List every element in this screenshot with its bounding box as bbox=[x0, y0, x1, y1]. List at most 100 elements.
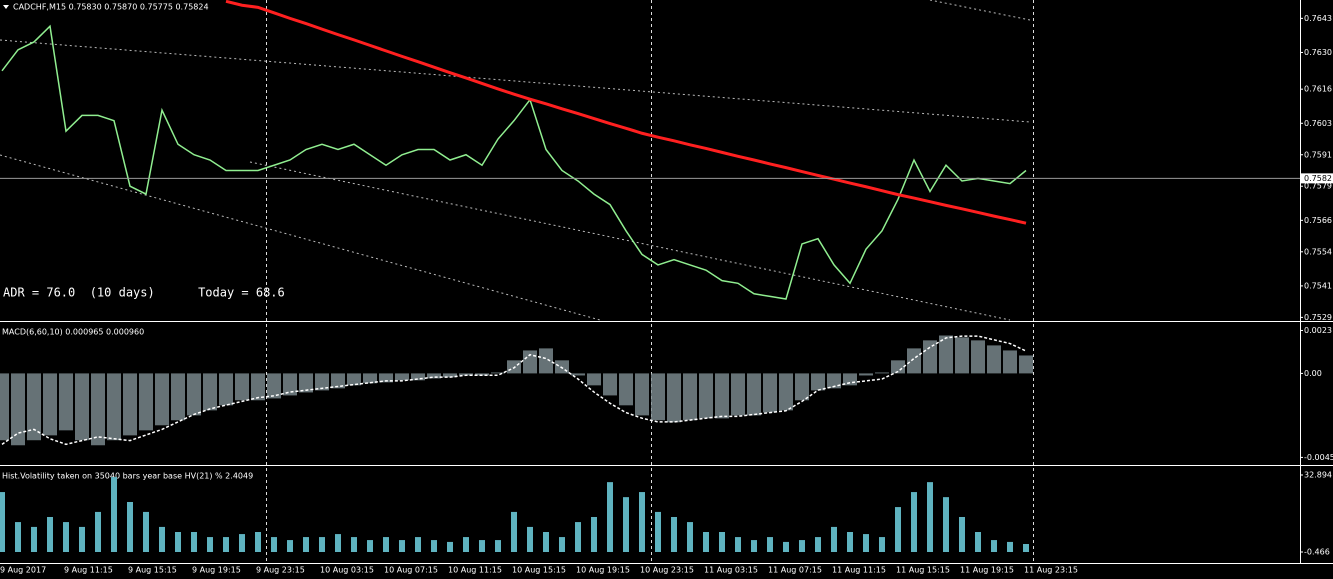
macd-bar bbox=[203, 373, 217, 411]
macd-bar bbox=[795, 373, 809, 401]
volatility-bar bbox=[975, 531, 981, 552]
macd-bar bbox=[635, 373, 649, 416]
macd-bar bbox=[11, 373, 25, 446]
x-tick-label: 11 Aug 19:15 bbox=[960, 566, 1014, 575]
macd-bar bbox=[283, 373, 297, 396]
macd-bar bbox=[491, 372, 505, 374]
volatility-bar bbox=[559, 537, 565, 552]
macd-bar bbox=[235, 373, 249, 401]
macd-bar bbox=[827, 373, 841, 389]
volatility-bar bbox=[415, 537, 421, 552]
macd-bar bbox=[923, 340, 937, 374]
volatility-bar bbox=[495, 540, 501, 552]
volatility-bar bbox=[639, 492, 645, 552]
macd-bar bbox=[475, 373, 489, 376]
y-tick-label: 0.7591 bbox=[1304, 150, 1332, 159]
volatility-bar bbox=[591, 516, 597, 552]
channel-line bbox=[0, 39, 1031, 123]
x-tick-label: 11 Aug 03:15 bbox=[704, 566, 758, 575]
volatility-bar bbox=[527, 526, 533, 552]
macd-bar bbox=[731, 373, 745, 416]
volatility-bar bbox=[223, 537, 229, 552]
macd-bar bbox=[779, 373, 793, 411]
y-tick-label: 0.7643 bbox=[1304, 14, 1332, 23]
volatility-bar bbox=[815, 537, 821, 552]
macd-bar bbox=[603, 373, 617, 396]
macd-bar bbox=[27, 373, 41, 441]
volatility-bar bbox=[175, 531, 181, 552]
macd-bar bbox=[251, 373, 265, 401]
x-tick-label: 11 Aug 15:15 bbox=[896, 566, 950, 575]
macd-bar bbox=[971, 340, 985, 374]
y-tick-label: 0.00 bbox=[1304, 369, 1322, 378]
volatility-bar bbox=[367, 540, 373, 552]
macd-bar bbox=[155, 373, 169, 426]
volatility-bar bbox=[943, 497, 949, 552]
volatility-bar bbox=[959, 516, 965, 552]
volatility-bar bbox=[911, 492, 917, 552]
volatility-bar bbox=[719, 531, 725, 552]
channel-line bbox=[0, 154, 601, 321]
macd-bar bbox=[379, 373, 393, 383]
volatility-bar bbox=[703, 531, 709, 552]
macd-bar bbox=[651, 373, 665, 421]
macd-bar bbox=[1019, 355, 1033, 374]
channel-line bbox=[929, 0, 1031, 21]
macd-bar bbox=[171, 373, 185, 421]
x-tick-label: 11 Aug 07:15 bbox=[768, 566, 822, 575]
macd-bar bbox=[699, 373, 713, 419]
channel bbox=[0, 0, 1031, 321]
macd-bar bbox=[139, 373, 153, 431]
volatility-bar bbox=[79, 526, 85, 552]
volatility-bar bbox=[95, 511, 101, 552]
x-tick-label: 10 Aug 19:15 bbox=[576, 566, 630, 575]
macd-bar bbox=[187, 373, 201, 416]
macd-bar bbox=[91, 373, 105, 446]
x-tick-label: 9 Aug 23:15 bbox=[256, 566, 305, 575]
volatility-bar bbox=[399, 540, 405, 552]
macd-bar bbox=[939, 335, 953, 374]
macd-bar bbox=[955, 337, 969, 374]
y-tick-label: -0.0045 bbox=[1304, 453, 1333, 462]
volatility-bar bbox=[255, 531, 261, 552]
volatility-bar bbox=[847, 531, 853, 552]
x-tick-label: 9 Aug 11:15 bbox=[64, 566, 113, 575]
y-tick-label: 0.0023 bbox=[1304, 326, 1332, 335]
macd-bar bbox=[267, 373, 281, 399]
y-tick-label: 32.894 bbox=[1304, 471, 1332, 480]
volatility-bar bbox=[575, 522, 581, 552]
volatility-bar bbox=[351, 537, 357, 552]
signal-line bbox=[1, 335, 1027, 446]
x-tick-label: 10 Aug 03:15 bbox=[320, 566, 374, 575]
y-tick-label: 0.7579 bbox=[1304, 182, 1332, 191]
volatility-bar bbox=[623, 497, 629, 552]
y-tick-label: 0.7616 bbox=[1304, 85, 1332, 94]
macd-bar bbox=[891, 360, 905, 374]
volatility-bar bbox=[47, 516, 53, 552]
macd-bar bbox=[299, 373, 313, 393]
volatility-bar bbox=[799, 540, 805, 552]
macd-bar bbox=[587, 373, 601, 386]
macd-bar bbox=[571, 373, 585, 376]
indicator-title: Hist.Volatility taken on 35040 bars year… bbox=[2, 472, 253, 481]
volatility-bar bbox=[159, 526, 165, 552]
volatility-bar bbox=[287, 540, 293, 552]
channel-line bbox=[249, 161, 1011, 321]
volatility-bar bbox=[303, 537, 309, 552]
volatility-bar bbox=[511, 511, 517, 552]
volatility-bar bbox=[111, 477, 117, 552]
macd-bar bbox=[75, 373, 89, 441]
volatility-bar bbox=[15, 522, 21, 552]
macd-bar bbox=[763, 373, 777, 413]
volatility-bar bbox=[1007, 541, 1013, 552]
x-tick-label: 11 Aug 11:15 bbox=[832, 566, 886, 575]
macd-bar bbox=[683, 373, 697, 421]
macd-bar bbox=[859, 373, 873, 376]
macd-bar bbox=[619, 373, 633, 406]
chart-title: CADCHF,M15 0.75830 0.75870 0.75775 0.758… bbox=[13, 3, 209, 12]
macd-bar bbox=[427, 373, 441, 379]
volatility-bar bbox=[0, 492, 5, 552]
volatility-bar bbox=[879, 537, 885, 552]
current-price-label: 0.7582 bbox=[1304, 174, 1332, 183]
